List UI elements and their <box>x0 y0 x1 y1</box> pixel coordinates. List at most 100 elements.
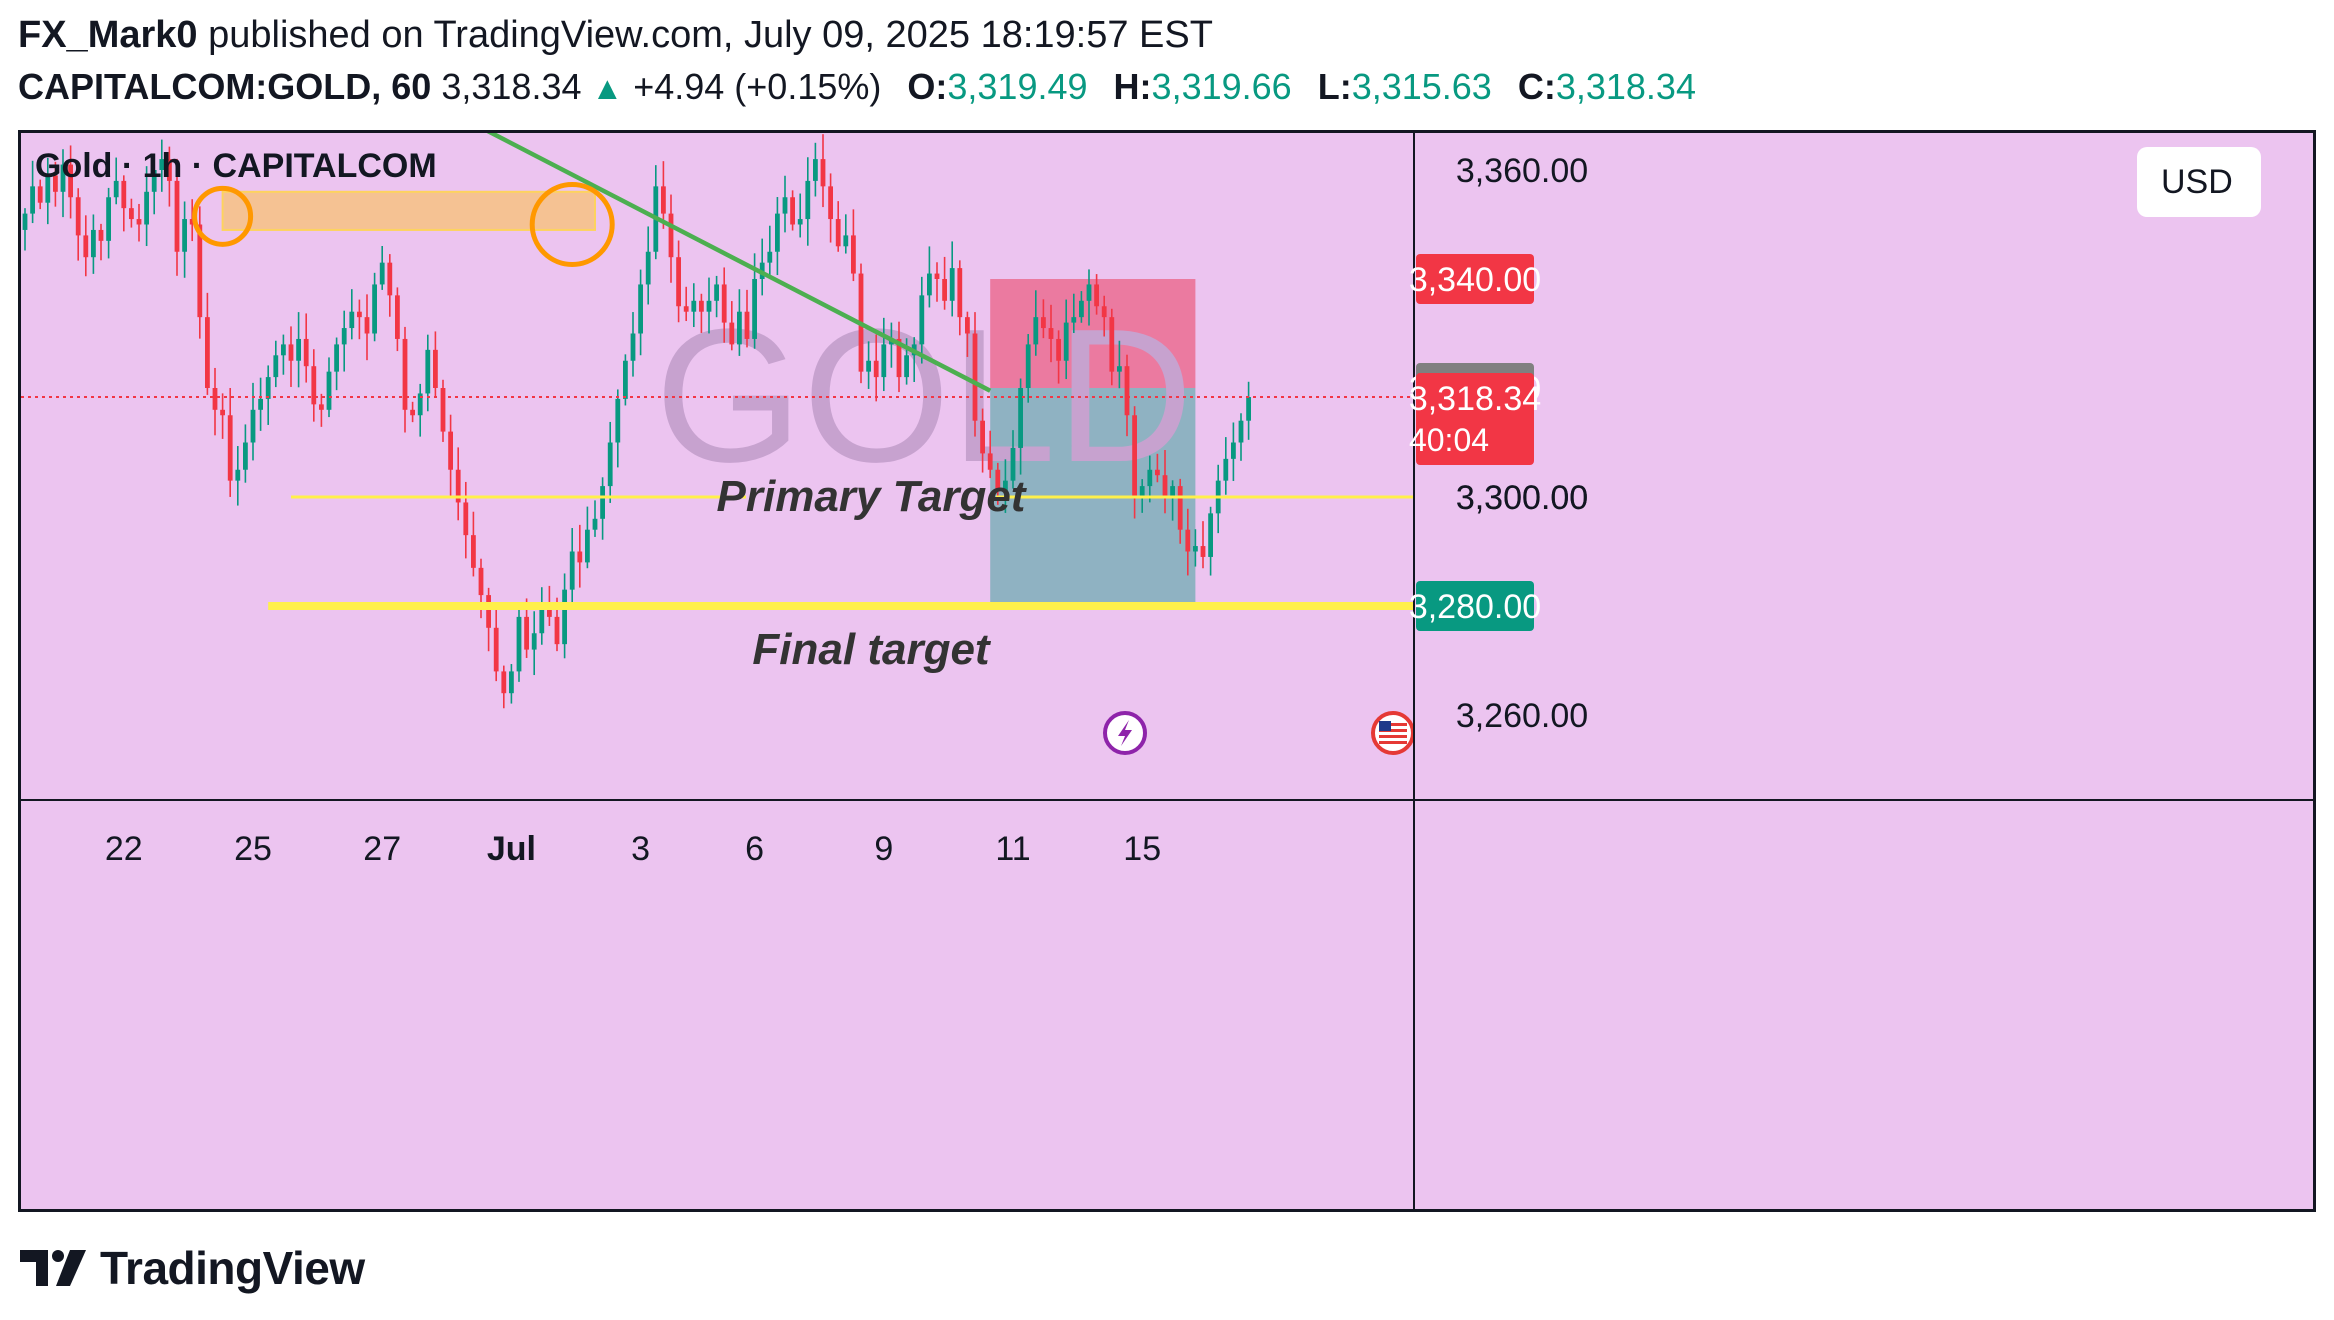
time-tick-label: 15 <box>1123 830 1161 868</box>
candle-body <box>22 213 28 230</box>
candle-body <box>379 262 385 285</box>
candle-body <box>68 164 73 198</box>
candle-body <box>98 229 104 241</box>
candle-body <box>319 404 324 410</box>
candle-body <box>326 371 332 410</box>
chart-frame[interactable]: GOLD Primary Target Final target Gold · 1… <box>18 130 2316 1212</box>
candle-body <box>592 518 598 530</box>
candle-body <box>227 415 233 481</box>
candle-body <box>1101 306 1107 318</box>
candle-body <box>1200 546 1206 557</box>
candle-body <box>554 616 560 645</box>
candle-body <box>1063 322 1069 361</box>
publish-line: FX_Mark0 published on TradingView.com, J… <box>18 14 1213 57</box>
candle-body <box>782 197 788 214</box>
candle-body <box>569 551 575 590</box>
candle-body <box>721 284 727 323</box>
low-label: L: <box>1317 66 1352 107</box>
candle-body <box>965 317 970 334</box>
candle-body <box>524 616 529 650</box>
candle-body <box>1056 338 1061 361</box>
candle-body <box>516 616 522 672</box>
candle-body <box>357 311 362 318</box>
up-triangle-icon: ▲ <box>591 70 624 106</box>
candle-body <box>425 349 431 394</box>
time-tick-label: 22 <box>105 830 143 868</box>
candle-body <box>744 311 750 339</box>
currency-button[interactable]: USD <box>2137 147 2261 217</box>
brand-name: TradingView <box>100 1242 365 1294</box>
candle-body <box>1208 513 1213 557</box>
candle-body <box>75 197 81 236</box>
tradingview-logo-icon <box>20 1250 86 1286</box>
close-value: 3,318.34 <box>1555 66 1696 107</box>
candle-body <box>539 606 545 634</box>
candle-body <box>972 333 978 421</box>
candle-body <box>873 360 879 378</box>
candle-body <box>1231 442 1236 459</box>
us-flag-stripe <box>1379 735 1407 738</box>
time-tick-label: 9 <box>874 830 893 868</box>
primary-target-label: Primary Target <box>717 472 1028 521</box>
candle-body <box>927 273 932 296</box>
candle-body <box>942 279 947 301</box>
open-label: O: <box>907 66 948 107</box>
time-tick-label: 3 <box>631 830 650 868</box>
candle-body <box>303 338 309 367</box>
candle-body <box>820 159 826 187</box>
candle-body <box>113 180 119 198</box>
resistance-zone <box>221 190 596 231</box>
candle-body <box>167 159 172 181</box>
candle-body <box>151 170 157 192</box>
author-name[interactable]: FX_Mark0 <box>18 14 198 56</box>
candle-body <box>493 627 499 672</box>
candle-body <box>987 453 993 470</box>
price-label-box <box>1416 254 1534 304</box>
chart-legend: Gold · 1h · CAPITALCOM <box>35 147 437 185</box>
stop-loss-zone <box>990 279 1196 388</box>
price-label-text: 3,318.34 <box>1409 380 1541 418</box>
price-change: +4.94 (+0.15%) <box>633 66 882 107</box>
candle-body <box>615 398 621 443</box>
candle-body <box>364 317 370 334</box>
tradingview-logo[interactable]: TradingView <box>18 1238 365 1298</box>
candle-body <box>995 469 1001 492</box>
candle-body <box>1117 366 1122 372</box>
candle-body <box>197 224 203 318</box>
candle-body <box>486 595 491 628</box>
candle-body <box>1193 546 1198 552</box>
candle-body <box>691 300 697 312</box>
us-flag-canton <box>1379 721 1391 731</box>
candle-body <box>949 268 955 301</box>
candle-body <box>866 360 871 372</box>
last-price: 3,318.34 <box>441 66 582 107</box>
candle-body <box>372 284 377 334</box>
descending-trendline <box>486 133 992 393</box>
candle-body <box>296 338 301 361</box>
candle-body <box>585 529 590 563</box>
candle-body <box>174 180 180 252</box>
candle-body <box>904 355 909 378</box>
candle-body <box>433 349 438 388</box>
candle-body <box>402 338 408 410</box>
candle-body <box>729 322 735 345</box>
candle-body <box>1094 284 1099 307</box>
price-label-text: 3,280.00 <box>1409 588 1541 626</box>
candle-body <box>1086 284 1092 301</box>
candle-body <box>638 284 643 334</box>
candle-body <box>509 671 514 694</box>
candle-body <box>668 213 674 258</box>
us-flag-stripe <box>1379 741 1407 744</box>
us-flag-icon <box>1371 711 1415 755</box>
candle-body <box>676 257 681 307</box>
candle-body <box>205 317 210 388</box>
candle-body <box>463 502 469 536</box>
candle-body <box>1033 317 1039 345</box>
candle-body <box>395 295 400 339</box>
price-tick-label: 3,260.00 <box>1456 697 1588 735</box>
candle-body <box>60 164 66 192</box>
candle-body <box>835 219 841 247</box>
ohlc-line: CAPITALCOM:GOLD, 60 3,318.34 ▲ +4.94 (+0… <box>18 66 1696 108</box>
candle-body <box>645 251 651 285</box>
